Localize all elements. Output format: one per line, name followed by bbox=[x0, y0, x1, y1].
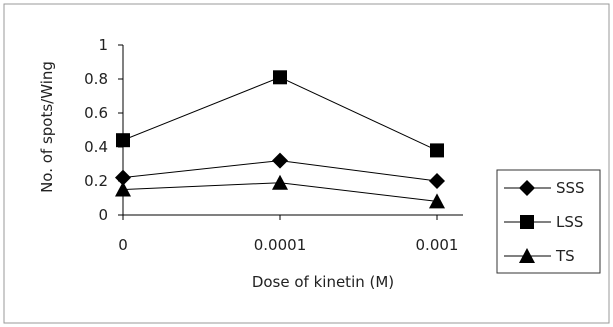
y-tick-labels: 0 0.2 0.4 0.6 0.8 1 bbox=[84, 36, 108, 224]
legend-label-sss: SSS bbox=[556, 179, 585, 197]
y-tick-label: 1 bbox=[98, 36, 108, 54]
data-point-sss bbox=[429, 173, 445, 189]
legend-marker-lss bbox=[520, 215, 534, 229]
series-markers bbox=[115, 70, 445, 209]
legend-items: SSS LSS TS bbox=[504, 179, 585, 265]
y-tick-label: 0.8 bbox=[84, 70, 108, 88]
x-tick-label: 0.001 bbox=[416, 236, 459, 254]
legend-marker-sss bbox=[519, 180, 535, 196]
data-point-ts bbox=[115, 181, 131, 197]
data-point-sss bbox=[272, 152, 288, 169]
x-tick-label: 0.0001 bbox=[254, 236, 307, 254]
x-axis-label: Dose of kinetin (M) bbox=[252, 273, 394, 291]
data-point-ts bbox=[272, 174, 288, 190]
x-tick-labels: 0 0.0001 0.001 bbox=[118, 236, 458, 254]
y-axis-label: No. of spots/Wing bbox=[38, 61, 56, 193]
data-point-lss bbox=[430, 143, 444, 158]
legend-label-lss: LSS bbox=[556, 213, 583, 231]
y-tick-label: 0.4 bbox=[84, 138, 108, 156]
data-point-ts bbox=[429, 193, 445, 209]
legend-label-ts: TS bbox=[555, 247, 575, 265]
y-tick-label: 0 bbox=[98, 206, 108, 224]
x-tick-label: 0 bbox=[118, 236, 128, 254]
legend: SSS LSS TS bbox=[496, 169, 601, 274]
data-point-sss bbox=[115, 169, 131, 186]
data-point-lss bbox=[273, 70, 287, 85]
data-point-lss bbox=[116, 133, 130, 148]
y-tick-label: 0.2 bbox=[84, 172, 108, 190]
y-tick-label: 0.6 bbox=[84, 104, 108, 122]
legend-marker-ts bbox=[519, 248, 535, 263]
